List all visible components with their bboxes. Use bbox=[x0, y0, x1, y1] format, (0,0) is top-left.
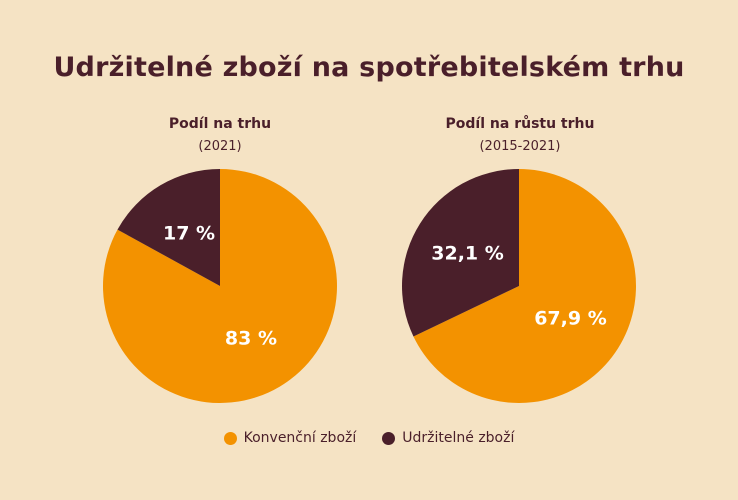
data-label-sustainable: 17 % bbox=[163, 223, 215, 245]
pie-chart-growth-share: 67,9 % 32,1 % bbox=[401, 169, 636, 403]
legend-swatch-sustainable bbox=[382, 431, 396, 445]
pie-1-subtitle: (2021) bbox=[198, 139, 242, 154]
legend-label-sustainable: Udržitelné zboží bbox=[402, 430, 515, 446]
pie-slice-conventional bbox=[102, 169, 337, 403]
data-label-conventional: 67,9 % bbox=[534, 307, 607, 329]
pie-chart-market-share: 83 % 17 % bbox=[102, 169, 337, 403]
legend: Konvenční zboží Udržitelné zboží bbox=[0, 430, 738, 446]
pie-1-title: Podíl na trhu bbox=[168, 116, 272, 132]
legend-swatch-conventional bbox=[223, 431, 237, 445]
pie-slice-conventional bbox=[413, 169, 636, 403]
chart-title: Udržitelné zboží na spotřebitelském trhu bbox=[53, 52, 685, 83]
data-label-conventional: 83 % bbox=[225, 327, 277, 349]
pie-slice-sustainable bbox=[117, 169, 220, 286]
legend-label-conventional: Konvenční zboží bbox=[243, 430, 357, 446]
legend-item-conventional: Konvenční zboží bbox=[223, 430, 357, 446]
pie-slice-sustainable bbox=[401, 169, 519, 337]
pie-2-title: Podíl na růstu trhu bbox=[445, 116, 595, 132]
legend-item-sustainable: Udržitelné zboží bbox=[382, 430, 514, 446]
data-label-sustainable: 32,1 % bbox=[431, 243, 504, 265]
pie-2-subtitle: (2015-2021) bbox=[479, 139, 561, 154]
